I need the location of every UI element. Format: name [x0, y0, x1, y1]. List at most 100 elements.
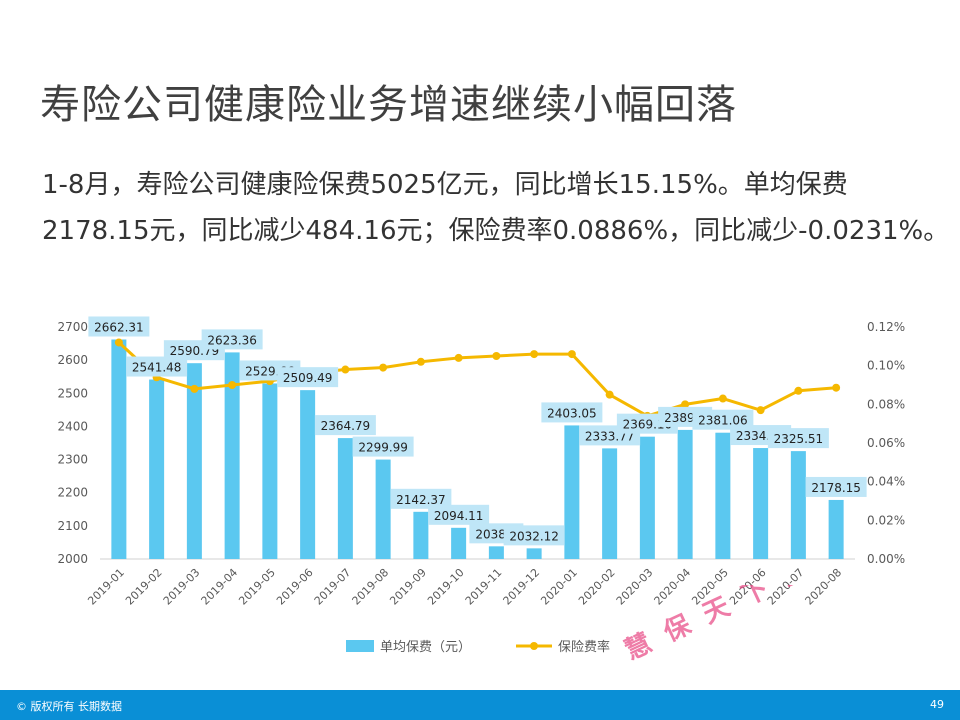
- rate-point: [341, 365, 350, 374]
- bar: [300, 390, 316, 559]
- legend-bar-label: 单均保费（元）: [380, 640, 471, 655]
- summary-line-2: 2178.15元，同比减少484.16元；保险费率0.0886%，同比减少-0.…: [42, 216, 950, 246]
- bar: [602, 448, 618, 559]
- bar: [677, 429, 693, 559]
- watermark-stamp: 慧 保 天 下 出 品: [620, 585, 855, 665]
- data-label: 2662.31: [94, 320, 144, 334]
- left-tick-label: 2200: [57, 486, 88, 500]
- data-label: 2032.12: [509, 529, 559, 543]
- left-tick-label: 2700: [57, 320, 88, 334]
- rate-point: [190, 384, 199, 393]
- data-label-bg: [767, 428, 829, 449]
- data-label-bg: [692, 409, 754, 430]
- rate-point: [228, 381, 237, 389]
- data-label-bg: [428, 504, 490, 525]
- legend-line-label: 保险费率: [558, 639, 610, 655]
- rate-point: [379, 363, 388, 372]
- left-tick-label: 2300: [57, 453, 88, 467]
- bar: [111, 339, 127, 559]
- right-tick-label: 0.02%: [867, 513, 905, 527]
- copyright-text: © 版权所有 长期数据: [16, 700, 122, 713]
- x-tick-label: 2019-03: [161, 566, 203, 608]
- footer-bar: © 版权所有 长期数据 49: [0, 690, 960, 720]
- bar: [753, 448, 769, 559]
- rate-point: [530, 350, 539, 359]
- bar: [639, 436, 655, 559]
- x-tick-label: 2019-08: [350, 566, 392, 608]
- data-label-bg: [126, 356, 188, 377]
- right-tick-label: 0.08%: [867, 397, 905, 411]
- data-label: 2623.36: [207, 333, 257, 347]
- x-tick-label: 2020-02: [576, 566, 618, 608]
- data-label-bg: [314, 415, 376, 436]
- rate-point: [718, 394, 727, 403]
- watermark-text: 慧 保 天 下 出 品: [620, 585, 855, 665]
- left-tick-label: 2100: [57, 519, 88, 533]
- x-tick-label: 2019-07: [312, 566, 354, 608]
- data-label-bg: [352, 436, 414, 457]
- left-tick-label: 2500: [57, 386, 88, 400]
- data-label-bg: [88, 316, 150, 337]
- data-label: 2094.11: [434, 509, 484, 523]
- data-label-bg: [201, 329, 263, 350]
- bar: [375, 459, 391, 559]
- page-number: 49: [930, 698, 944, 711]
- rate-point: [605, 390, 614, 399]
- data-label: 2325.51: [774, 432, 824, 446]
- rate-point: [114, 338, 123, 347]
- right-tick-label: 0.04%: [867, 475, 905, 489]
- rate-point: [681, 400, 690, 409]
- x-tick-label: 2019-02: [123, 566, 165, 608]
- rate-point: [832, 383, 841, 392]
- data-label-bg: [541, 402, 603, 423]
- x-tick-label: 2019-04: [199, 566, 241, 608]
- rate-line: [117, 341, 837, 418]
- left-tick-label: 2000: [57, 552, 88, 566]
- x-tick-label: 2019-10: [425, 566, 467, 608]
- rate-point: [756, 406, 765, 415]
- bar: [186, 363, 202, 559]
- summary-text: 1-8月，寿险公司健康险保费5025亿元，同比增长15.15%。单均保费 217…: [42, 162, 950, 254]
- data-label-bg: [805, 476, 867, 497]
- data-label: 2541.48: [132, 361, 182, 375]
- bar: [413, 511, 429, 559]
- x-tick-label: 2019-05: [236, 566, 278, 608]
- right-tick-label: 0.00%: [867, 552, 905, 566]
- legend-line-marker: [530, 642, 538, 650]
- data-label: 2364.79: [321, 419, 371, 433]
- data-label: 2403.05: [547, 406, 597, 420]
- data-label-bg: [277, 367, 339, 388]
- x-tick-label: 2019-09: [387, 566, 429, 608]
- data-label: 2178.15: [811, 481, 861, 495]
- x-tick-label: 2020-01: [538, 566, 580, 608]
- bar: [224, 352, 240, 559]
- right-tick-label: 0.06%: [867, 436, 905, 450]
- bar: [564, 425, 580, 559]
- data-label: 2299.99: [358, 441, 408, 455]
- rate-point: [416, 357, 425, 366]
- data-label-bg: [503, 525, 565, 546]
- bar: [526, 548, 542, 559]
- right-tick-label: 0.12%: [867, 320, 905, 334]
- rate-point: [492, 352, 501, 360]
- data-label-bg: [390, 488, 452, 509]
- premium-rate-chart: 2000 2100 2200 2300 2400 2500 2600 2700 0.00% 0.0…: [57, 316, 905, 655]
- legend-bar-swatch: [346, 640, 374, 652]
- bar: [451, 527, 467, 559]
- bar: [488, 546, 504, 559]
- data-label: 2142.37: [396, 493, 446, 507]
- bar: [715, 432, 731, 559]
- x-tick-label: 2019-12: [501, 566, 543, 608]
- bar: [790, 451, 806, 559]
- left-tick-label: 2400: [57, 419, 88, 433]
- summary-line-1: 1-8月，寿险公司健康险保费5025亿元，同比增长15.15%。单均保费: [42, 170, 848, 200]
- data-label: 2509.49: [283, 371, 333, 385]
- left-tick-label: 2600: [57, 353, 88, 367]
- bar: [262, 383, 278, 559]
- x-tick-label: 2019-11: [463, 566, 505, 608]
- bar: [149, 379, 165, 559]
- x-tick-label: 2019-06: [274, 566, 316, 608]
- rate-point: [567, 350, 576, 359]
- data-label: 2381.06: [698, 414, 748, 428]
- rate-point: [454, 353, 463, 362]
